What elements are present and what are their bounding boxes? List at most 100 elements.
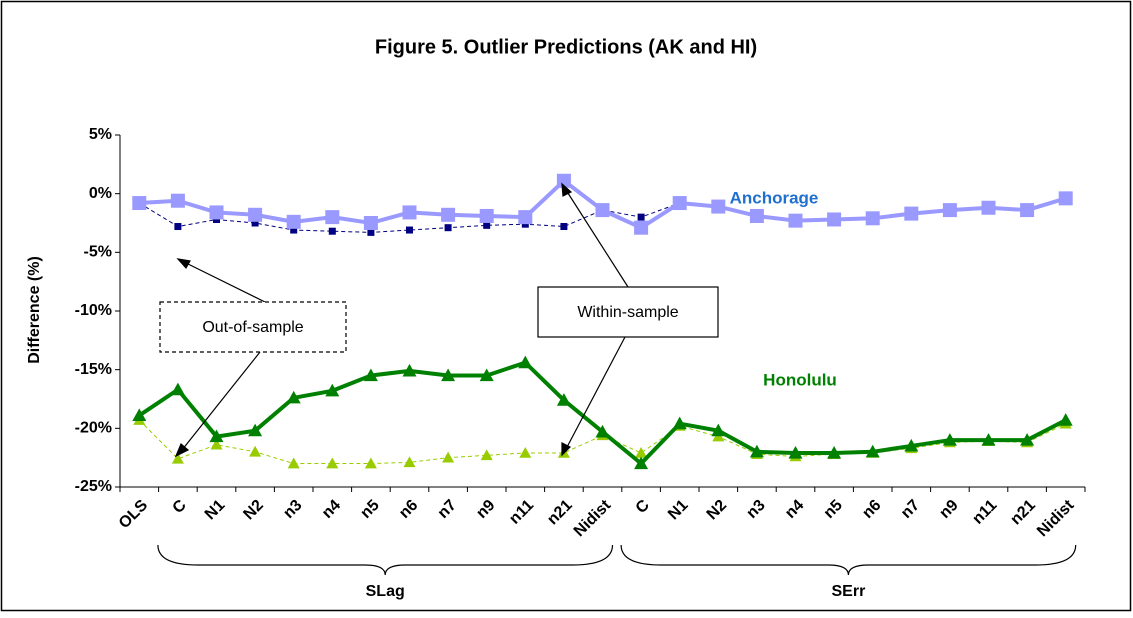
marker bbox=[444, 224, 452, 232]
marker bbox=[749, 208, 764, 223]
group-brace bbox=[157, 544, 614, 576]
annotation: Anchorage bbox=[730, 188, 819, 207]
marker bbox=[210, 438, 223, 450]
arrowhead bbox=[174, 443, 190, 458]
y-tick-label: 5% bbox=[89, 126, 112, 143]
marker bbox=[942, 433, 957, 446]
marker bbox=[170, 382, 185, 396]
marker bbox=[363, 368, 378, 382]
marker bbox=[518, 355, 533, 369]
arrowhead bbox=[561, 442, 572, 457]
marker bbox=[213, 215, 220, 223]
marker bbox=[518, 210, 533, 225]
marker bbox=[634, 456, 649, 470]
marker bbox=[441, 368, 456, 382]
callouts bbox=[159, 182, 719, 458]
marker bbox=[595, 424, 610, 438]
marker bbox=[287, 457, 300, 469]
marker bbox=[788, 445, 803, 459]
y-tick-label: -20% bbox=[75, 420, 112, 437]
arrow bbox=[565, 336, 626, 450]
marker bbox=[788, 213, 803, 228]
marker bbox=[711, 199, 726, 214]
marker bbox=[209, 429, 224, 443]
marker bbox=[248, 207, 263, 222]
arrowhead bbox=[561, 182, 573, 197]
marker bbox=[480, 449, 493, 461]
marker bbox=[402, 363, 417, 377]
marker bbox=[634, 220, 649, 235]
annotation: Out-of-sample bbox=[202, 319, 303, 336]
marker bbox=[132, 196, 147, 211]
marker bbox=[286, 390, 301, 404]
y-tick-label: -10% bbox=[75, 302, 112, 319]
marker bbox=[442, 451, 455, 463]
marker bbox=[635, 446, 648, 458]
marker bbox=[749, 444, 764, 458]
marker bbox=[406, 226, 413, 234]
marker bbox=[479, 208, 494, 223]
marker bbox=[325, 210, 340, 225]
marker bbox=[249, 445, 262, 457]
marker bbox=[521, 220, 529, 228]
marker bbox=[132, 408, 147, 422]
marker bbox=[441, 207, 456, 222]
arrow bbox=[183, 261, 266, 303]
chart-title: Figure 5. Outlier Predictions (AK and HI… bbox=[375, 36, 757, 58]
y-tick-label: -25% bbox=[75, 478, 112, 495]
marker bbox=[403, 456, 416, 468]
marker bbox=[174, 223, 182, 231]
marker bbox=[363, 216, 378, 230]
marker bbox=[672, 416, 687, 430]
marker bbox=[367, 228, 375, 236]
marker bbox=[402, 205, 417, 220]
marker bbox=[251, 219, 259, 227]
marker bbox=[328, 227, 336, 235]
marker bbox=[483, 221, 491, 229]
arrow bbox=[181, 351, 261, 451]
marker bbox=[290, 226, 298, 234]
marker bbox=[519, 446, 532, 458]
marker bbox=[286, 214, 301, 229]
arrow bbox=[565, 189, 629, 288]
marker bbox=[1058, 191, 1073, 206]
out-of-sample-box bbox=[159, 301, 347, 353]
marker bbox=[981, 200, 996, 215]
marker bbox=[560, 223, 568, 231]
group-label: SLag bbox=[366, 583, 405, 600]
marker bbox=[171, 452, 184, 464]
y-tick-label: -15% bbox=[75, 361, 112, 378]
marker bbox=[865, 211, 880, 226]
marker bbox=[248, 423, 263, 437]
marker bbox=[904, 206, 919, 221]
marker bbox=[711, 423, 726, 437]
marker bbox=[556, 173, 571, 188]
annotation: Honolulu bbox=[763, 370, 837, 389]
marker bbox=[595, 203, 610, 218]
marker bbox=[325, 383, 340, 397]
arrowhead bbox=[176, 258, 191, 270]
marker bbox=[942, 203, 957, 218]
marker bbox=[479, 368, 494, 382]
group-brace bbox=[620, 544, 1077, 576]
y-tick-label: 0% bbox=[89, 185, 112, 202]
marker bbox=[637, 213, 645, 221]
marker bbox=[865, 444, 880, 458]
annotation: Within-sample bbox=[577, 304, 678, 321]
y-tick-label: -5% bbox=[84, 244, 112, 261]
marker bbox=[364, 457, 377, 469]
marker bbox=[1020, 203, 1035, 218]
marker bbox=[981, 433, 996, 446]
marker bbox=[672, 196, 687, 211]
marker bbox=[827, 212, 842, 227]
marker bbox=[1058, 413, 1073, 426]
marker bbox=[1020, 433, 1035, 446]
group-label: SErr bbox=[832, 583, 866, 600]
marker bbox=[904, 438, 919, 452]
within-sample-box bbox=[537, 286, 719, 338]
marker bbox=[209, 205, 224, 220]
marker bbox=[326, 457, 339, 469]
marker bbox=[556, 393, 571, 406]
marker bbox=[827, 445, 842, 459]
